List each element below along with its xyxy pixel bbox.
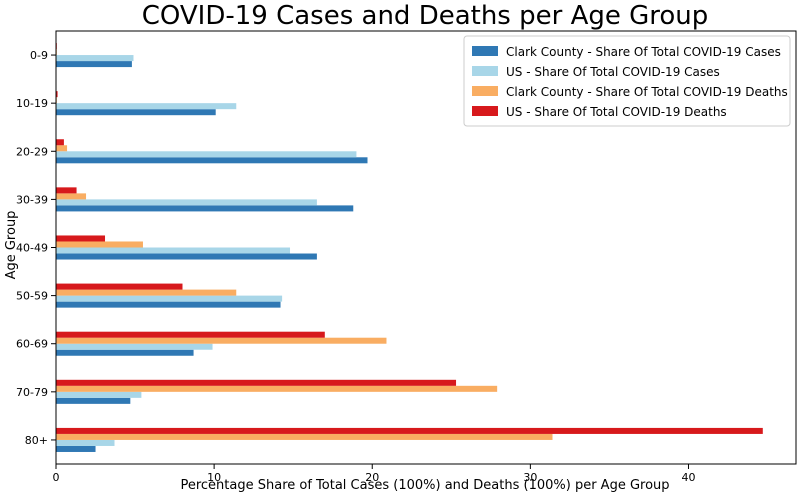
bar: [56, 205, 354, 212]
bar: [56, 241, 143, 248]
bar: [56, 379, 457, 386]
bar: [56, 199, 317, 206]
bar: [56, 343, 213, 350]
legend-label: Clark County - Share Of Total COVID-19 D…: [506, 85, 788, 99]
bar: [56, 289, 237, 296]
chart-title: COVID-19 Cases and Deaths per Age Group: [142, 1, 709, 31]
legend-label: US - Share Of Total COVID-19 Cases: [506, 65, 720, 79]
bar: [56, 439, 115, 446]
plot-frame: [55, 30, 797, 465]
bar: [56, 157, 368, 164]
y-tick-label: 20-29: [16, 145, 48, 158]
y-tick-label: 10-19: [16, 97, 48, 110]
bar: [56, 445, 96, 452]
bar: [56, 349, 194, 356]
bar: [56, 283, 183, 290]
bar: [56, 55, 134, 62]
y-tick-label: 0-9: [30, 49, 48, 62]
x-tick-label: 30: [523, 471, 537, 484]
legend-label: Clark County - Share Of Total COVID-19 C…: [506, 45, 781, 59]
bar: [56, 187, 77, 194]
x-tick-label: 10: [207, 471, 221, 484]
x-axis-label: Percentage Share of Total Cases (100%) a…: [180, 478, 669, 493]
bar: [56, 139, 64, 146]
y-tick-label: 80+: [25, 434, 48, 447]
bar: [56, 295, 283, 302]
y-tick-label: 70-79: [16, 386, 48, 399]
legend-label: US - Share Of Total COVID-19 Deaths: [506, 105, 727, 119]
y-tick-label: 50-59: [16, 290, 48, 303]
legend-swatch: [472, 86, 498, 96]
legend-box: [463, 35, 791, 127]
chart-legend: Clark County - Share Of Total COVID-19 C…: [463, 35, 791, 127]
bar: [56, 235, 106, 242]
bar: [56, 397, 131, 404]
bar: [56, 385, 498, 392]
bar: [56, 247, 291, 254]
y-tick-label: 60-69: [16, 338, 48, 351]
bar: [56, 151, 357, 158]
x-tick-label: 40: [681, 471, 695, 484]
y-axis-label: Age Group: [4, 211, 19, 280]
bar: [56, 331, 325, 338]
bar: [56, 301, 281, 308]
y-tick-label: 30-39: [16, 193, 48, 206]
bar: [56, 91, 58, 98]
bar: [56, 433, 553, 440]
y-tick-label: 40-49: [16, 242, 48, 255]
bar: [56, 337, 387, 344]
bar: [56, 61, 132, 68]
x-tick-label: 0: [53, 471, 60, 484]
bar: [56, 193, 87, 200]
legend-swatch: [472, 66, 498, 76]
x-tick-label: 20: [365, 471, 379, 484]
bar: [56, 109, 216, 116]
bar: [56, 253, 317, 260]
bar: [56, 391, 142, 398]
bar: [56, 103, 237, 110]
bar: [56, 145, 68, 152]
legend-swatch: [472, 46, 498, 56]
plot-area: 0-9 10-19 20-29 30-39 40-49 50-59 60-69 70-79 80…: [16, 30, 797, 484]
bar: [56, 427, 763, 434]
legend-swatch: [472, 106, 498, 116]
